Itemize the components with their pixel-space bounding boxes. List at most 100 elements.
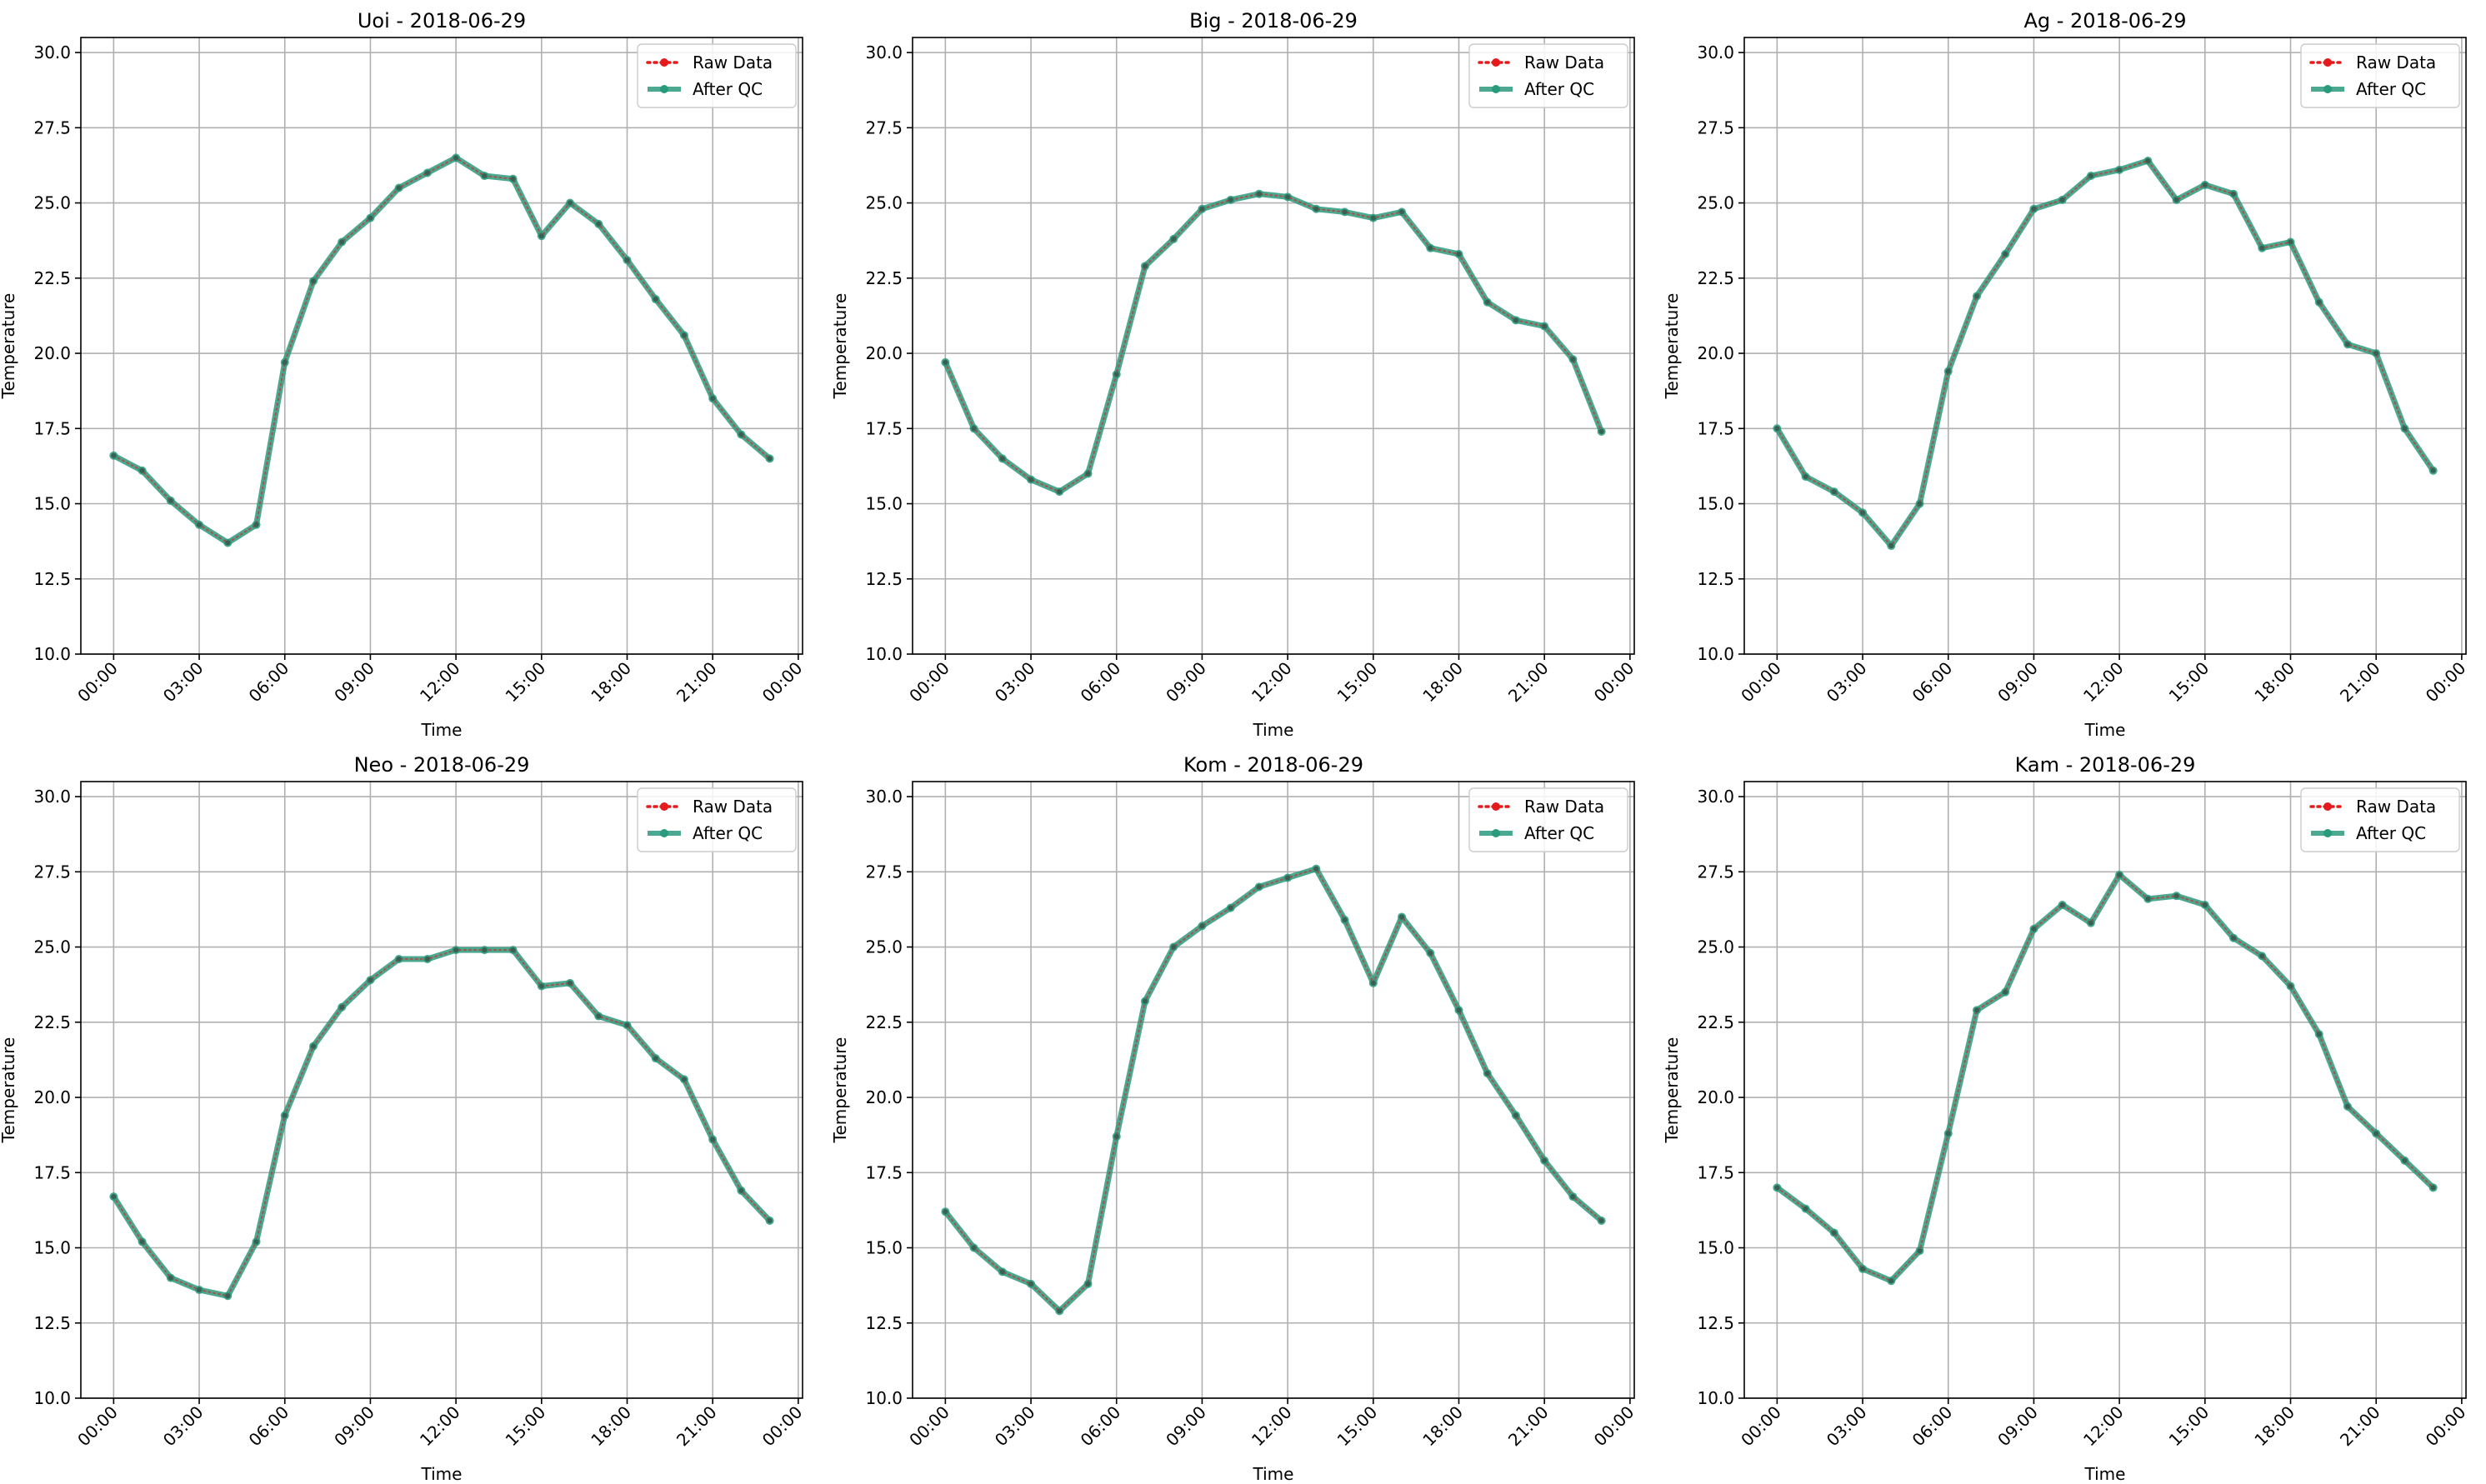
y-tick-label: 22.5 bbox=[865, 1012, 903, 1032]
legend-raw-label: Raw Data bbox=[1524, 52, 1604, 72]
x-tick-label: 21:00 bbox=[673, 1402, 721, 1451]
raw-data-point bbox=[1399, 914, 1405, 920]
y-tick-label: 27.5 bbox=[33, 117, 71, 137]
raw-data-point bbox=[1484, 1071, 1490, 1077]
raw-data-point bbox=[168, 497, 173, 503]
raw-data-point bbox=[971, 426, 977, 432]
raw-data-point bbox=[1945, 368, 1951, 374]
x-tick-label: 15:00 bbox=[2165, 1402, 2213, 1451]
raw-data-point bbox=[1142, 998, 1148, 1004]
raw-data-point bbox=[339, 1004, 345, 1010]
x-tick-label: 06:00 bbox=[1077, 658, 1125, 707]
x-tick-label: 18:00 bbox=[587, 1402, 635, 1451]
chart-title: Neo - 2018-06-29 bbox=[354, 753, 530, 777]
subplot-1: 10.0 12.5 15.0 17.5 20.0 22.5 25.0 27.5 30.0 00:0… bbox=[0, 9, 806, 740]
raw-data-point bbox=[282, 1112, 288, 1118]
legend-qc-label: After QC bbox=[2356, 823, 2426, 843]
raw-data-point bbox=[197, 1287, 203, 1293]
x-tick-label: 00:00 bbox=[1737, 1402, 1785, 1451]
legend: Raw Data After QC bbox=[1468, 43, 1628, 108]
raw-data-point bbox=[1917, 1248, 1923, 1254]
x-tick-label: 00:00 bbox=[73, 658, 122, 707]
raw-data-point bbox=[943, 359, 948, 365]
x-tick-label: 15:00 bbox=[502, 1402, 550, 1451]
raw-data-point bbox=[1342, 917, 1348, 923]
y-tick-label: 10.0 bbox=[865, 644, 903, 664]
raw-data-point bbox=[253, 1239, 259, 1245]
legend-qc-marker bbox=[2323, 829, 2332, 837]
legend-qc-label: After QC bbox=[693, 823, 763, 843]
y-tick-label: 22.5 bbox=[865, 268, 903, 288]
raw-data-point bbox=[482, 173, 488, 179]
x-tick-label: 00:00 bbox=[2422, 1402, 2470, 1451]
raw-data-point bbox=[2373, 1131, 2379, 1137]
legend-qc-marker bbox=[1492, 829, 1500, 837]
raw-data-point bbox=[1113, 1133, 1119, 1139]
raw-data-point bbox=[1228, 905, 1233, 911]
raw-data-point bbox=[1570, 357, 1576, 362]
raw-data-point bbox=[1370, 215, 1376, 221]
x-tick-label: 18:00 bbox=[1418, 1402, 1467, 1451]
series-line-raw-data bbox=[1776, 873, 2434, 1282]
chart-title: Kom - 2018-06-29 bbox=[1183, 753, 1363, 777]
x-tick-label: 00:00 bbox=[1590, 1402, 1638, 1451]
raw-data-point bbox=[2288, 239, 2293, 245]
y-tick-label: 30.0 bbox=[1697, 787, 1734, 807]
raw-data-point bbox=[1285, 194, 1291, 200]
y-tick-label: 12.5 bbox=[33, 1313, 71, 1333]
raw-data-point bbox=[1803, 474, 1808, 480]
raw-data-point bbox=[253, 522, 259, 527]
x-tick-label: 21:00 bbox=[2336, 1402, 2384, 1451]
legend: Raw Data After QC bbox=[2300, 43, 2460, 108]
x-tick-label: 06:00 bbox=[1077, 1402, 1125, 1451]
raw-data-point bbox=[2145, 158, 2151, 163]
legend-qc-label: After QC bbox=[2356, 79, 2426, 99]
x-tick-label: 12:00 bbox=[2079, 1402, 2128, 1451]
subplot-4: 10.0 12.5 15.0 17.5 20.0 22.5 25.0 27.5 30.0 00:0… bbox=[0, 753, 806, 1484]
raw-data-point bbox=[1456, 251, 1462, 257]
raw-data-point bbox=[1028, 1281, 1034, 1287]
legend-raw-label: Raw Data bbox=[693, 52, 773, 72]
raw-data-point bbox=[1171, 236, 1177, 242]
x-tick-label: 18:00 bbox=[2250, 658, 2298, 707]
x-tick-label: 21:00 bbox=[2336, 658, 2384, 707]
raw-data-point bbox=[738, 432, 744, 437]
raw-data-point bbox=[1199, 206, 1205, 212]
raw-data-point bbox=[424, 170, 430, 176]
axes-frame bbox=[1743, 781, 2467, 1399]
raw-data-point bbox=[310, 1043, 316, 1049]
raw-data-point bbox=[424, 956, 430, 962]
y-tick-label: 12.5 bbox=[1697, 1313, 1734, 1333]
plot-area bbox=[81, 782, 803, 1398]
y-tick-label: 27.5 bbox=[1697, 117, 1734, 137]
y-tick-label: 30.0 bbox=[865, 42, 903, 62]
raw-data-point bbox=[2031, 206, 2037, 212]
raw-data-point bbox=[197, 522, 203, 527]
x-tick-label: 21:00 bbox=[1504, 1402, 1553, 1451]
legend-raw-marker bbox=[1492, 802, 1500, 811]
y-tick-label: 15.0 bbox=[865, 1238, 903, 1258]
y-tick-label: 22.5 bbox=[33, 268, 71, 288]
raw-data-point bbox=[681, 1077, 687, 1082]
raw-data-point bbox=[1973, 1007, 1979, 1013]
x-tick-label: 06:00 bbox=[1908, 1402, 1957, 1451]
raw-data-point bbox=[2288, 983, 2293, 989]
x-axis-label: Time bbox=[2084, 1464, 2126, 1484]
y-tick-label: 27.5 bbox=[33, 862, 71, 882]
x-tick-label: 09:00 bbox=[330, 1402, 378, 1451]
y-tick-label: 22.5 bbox=[1697, 1012, 1734, 1032]
raw-data-point bbox=[2003, 251, 2008, 257]
legend-raw-label: Raw Data bbox=[1524, 797, 1604, 817]
y-tick-label: 27.5 bbox=[865, 117, 903, 137]
x-tick-label: 09:00 bbox=[1162, 1402, 1210, 1451]
raw-data-point bbox=[368, 977, 373, 983]
raw-data-point bbox=[681, 332, 687, 338]
raw-data-point bbox=[2202, 182, 2208, 187]
x-tick-label: 09:00 bbox=[1162, 658, 1210, 707]
raw-data-point bbox=[2003, 989, 2008, 995]
axes-frame bbox=[80, 37, 803, 655]
raw-data-point bbox=[2117, 167, 2123, 172]
raw-data-point bbox=[1831, 489, 1837, 495]
raw-data-point bbox=[538, 983, 544, 989]
legend-qc-marker bbox=[660, 829, 668, 837]
